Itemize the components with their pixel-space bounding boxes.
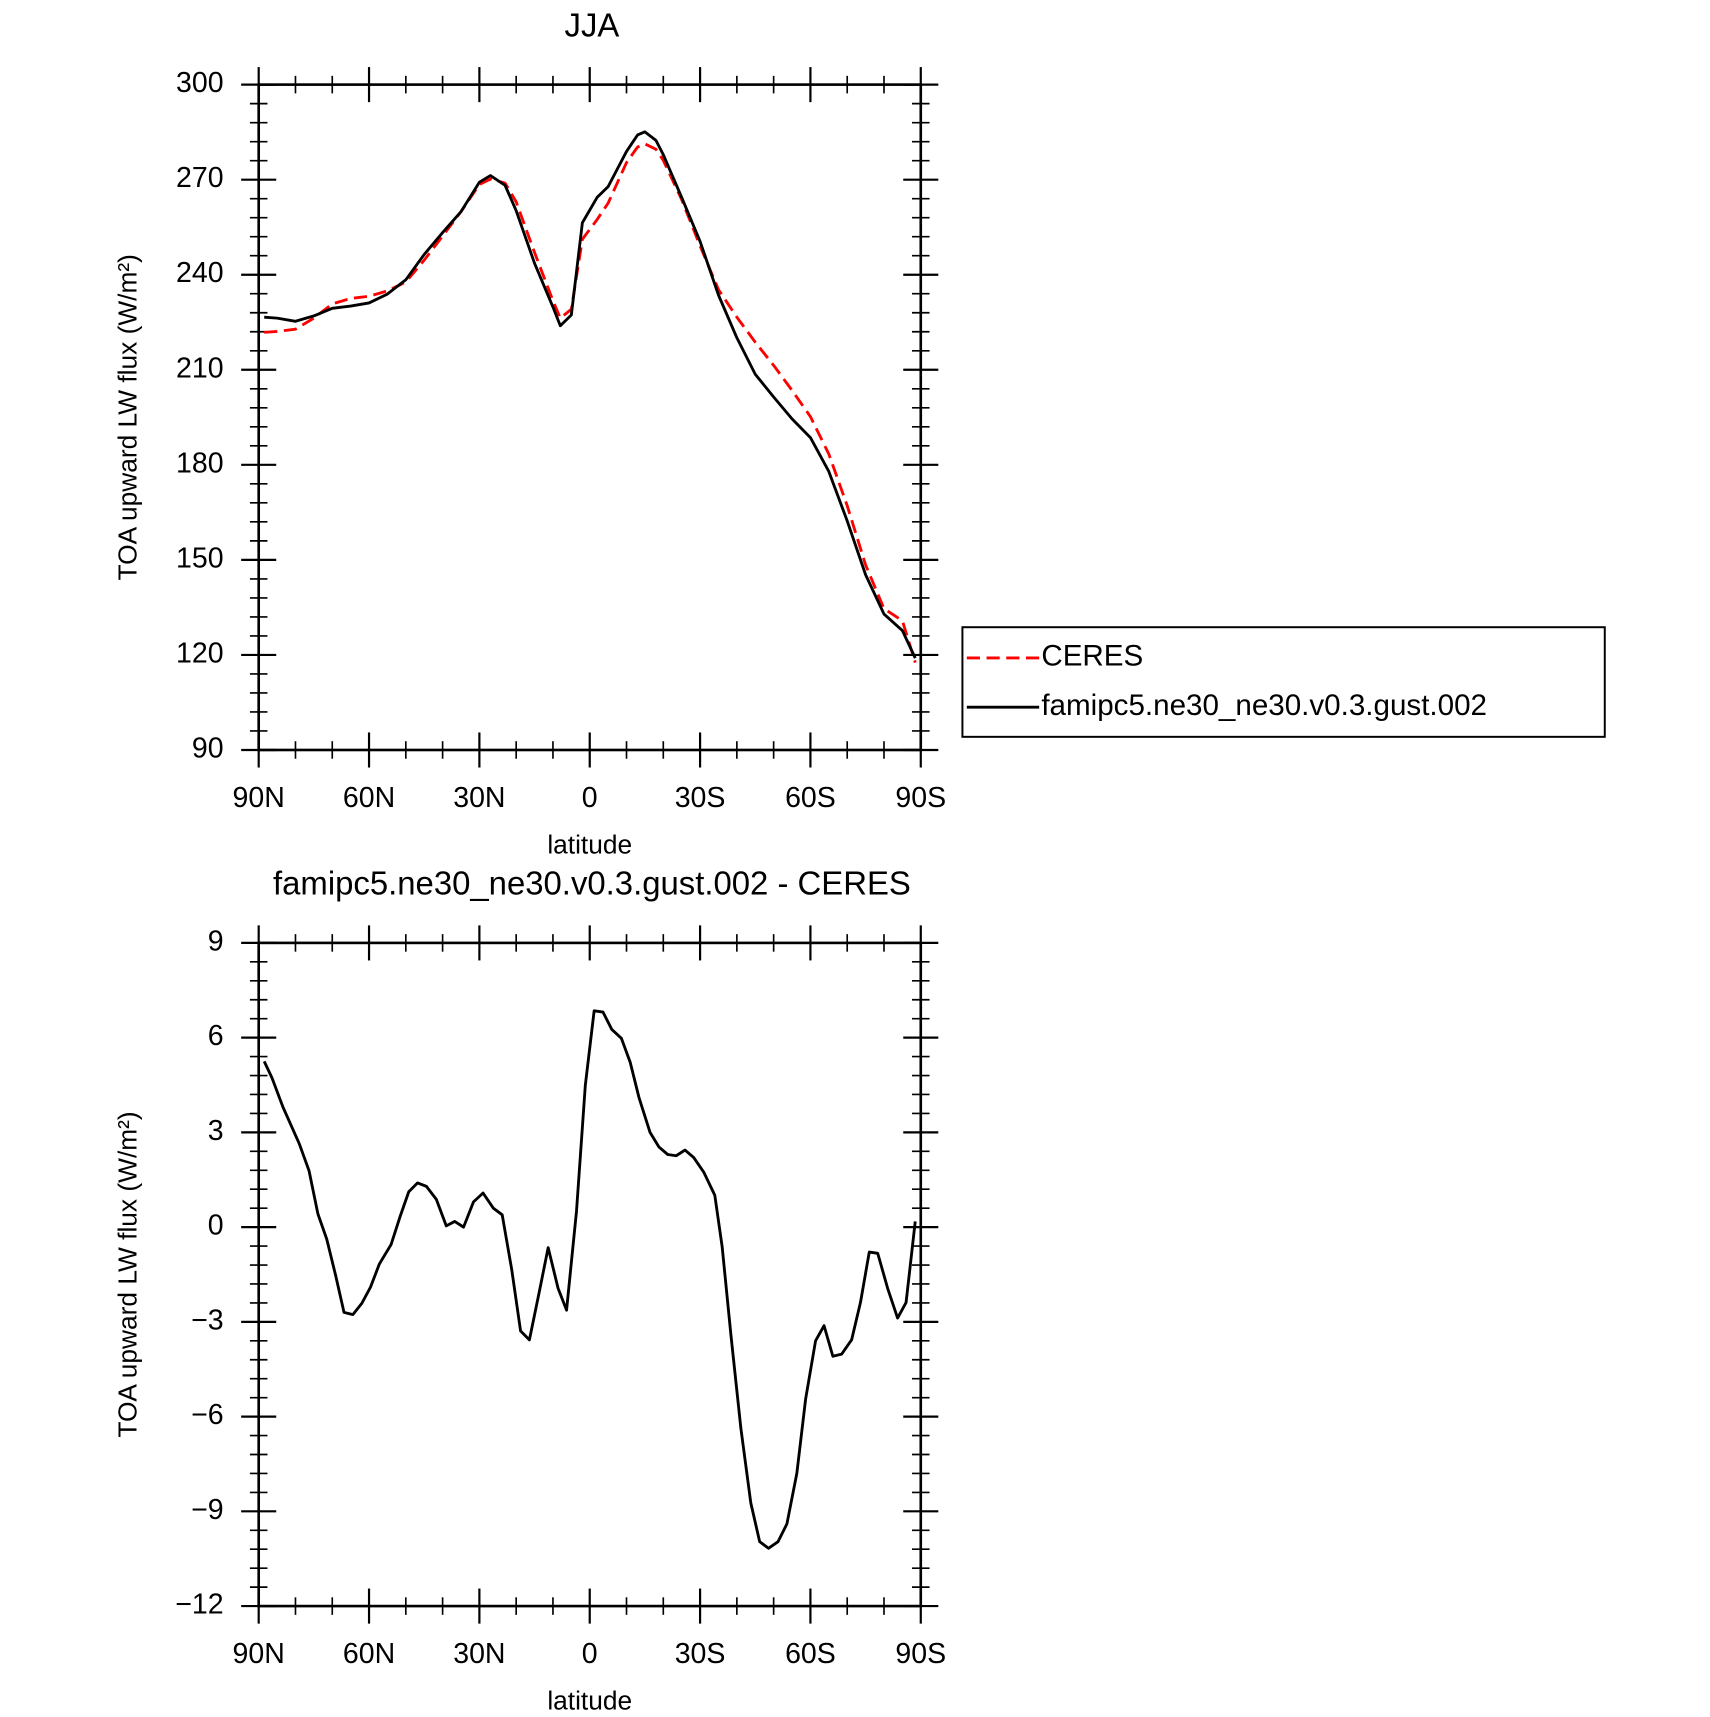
x-tick-label: 30S [675, 782, 726, 814]
x-tick-label: 90N [233, 782, 285, 814]
x-axis-label: latitude [547, 829, 632, 859]
y-axis-label: TOA upward LW flux (W/m²) [112, 254, 142, 580]
legend-label: famipc5.ne30_ne30.v0.3.gust.002 [1041, 689, 1487, 722]
x-tick-label: 90S [895, 782, 946, 814]
y-tick-label: 0 [208, 1210, 224, 1242]
y-tick-label: 180 [176, 447, 224, 479]
y-tick-label: 150 [176, 542, 224, 574]
x-tick-label: 90N [233, 1638, 285, 1670]
data-line [264, 142, 917, 663]
y-tick-label: −3 [191, 1304, 224, 1336]
y-tick-label: 90 [192, 733, 224, 765]
x-tick-label: 60N [343, 782, 395, 814]
chart-title: famipc5.ne30_ne30.v0.3.gust.002 - CERES [273, 865, 911, 902]
y-tick-label: 270 [176, 162, 224, 194]
y-tick-label: −12 [175, 1589, 223, 1621]
y-tick-label: 120 [176, 637, 224, 669]
x-tick-label: 60N [343, 1638, 395, 1670]
y-tick-label: 6 [208, 1020, 224, 1052]
plot-frame [257, 83, 923, 752]
data-line [264, 130, 917, 659]
y-tick-label: −9 [191, 1494, 224, 1526]
y-tick-label: 3 [208, 1115, 224, 1147]
chart-title: JJA [565, 6, 620, 43]
x-tick-label: 30N [453, 1638, 505, 1670]
x-tick-label: 90S [895, 1638, 946, 1670]
y-tick-label: 240 [176, 257, 224, 289]
y-axis-label: TOA upward LW flux (W/m²) [112, 1111, 142, 1437]
x-axis-label: latitude [547, 1685, 632, 1715]
x-tick-label: 60S [785, 782, 836, 814]
x-tick-label: 0 [582, 782, 598, 814]
y-tick-label: 300 [176, 67, 224, 99]
y-tick-label: 210 [176, 352, 224, 384]
x-tick-label: 30S [675, 1638, 726, 1670]
legend-box [961, 626, 1606, 738]
x-tick-label: 60S [785, 1638, 836, 1670]
y-tick-label: −6 [191, 1399, 224, 1431]
legend-label: CERES [1041, 640, 1143, 673]
x-tick-label: 0 [582, 1638, 598, 1670]
x-tick-label: 30N [453, 782, 505, 814]
y-tick-label: 9 [208, 925, 224, 957]
plot-frame [257, 941, 923, 1608]
data-line [262, 1009, 917, 1550]
